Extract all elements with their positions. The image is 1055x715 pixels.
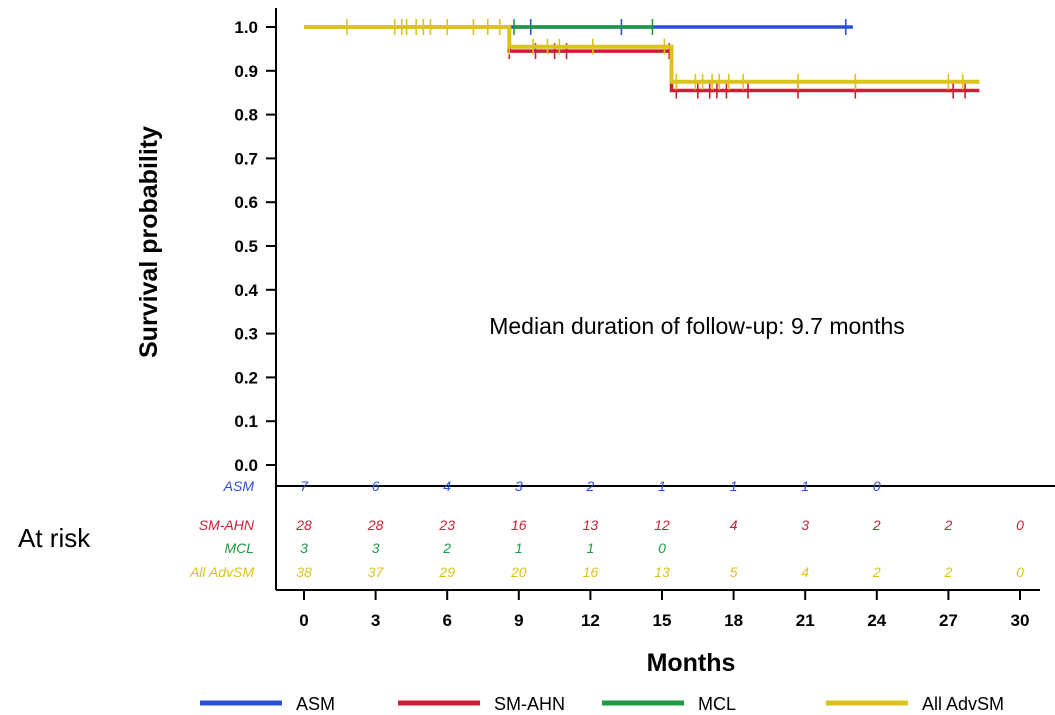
at-risk-value: 0 [658, 540, 666, 556]
at-risk-value: 5 [730, 564, 738, 580]
x-tick-label: 3 [371, 611, 380, 630]
legend-label: ASM [296, 694, 335, 714]
at-risk-value: 16 [583, 564, 599, 580]
y-tick-label: 0.1 [234, 412, 258, 431]
at-risk-value: 3 [515, 478, 523, 494]
at-risk-value: 7 [300, 478, 309, 494]
at-risk-row-label: All AdvSM [189, 564, 254, 580]
curve-all-advsm [304, 25, 980, 84]
at-risk-value: 37 [368, 564, 385, 580]
at-risk-value: 4 [801, 564, 809, 580]
at-risk-value: 23 [438, 517, 455, 533]
at-risk-value: 0 [1016, 564, 1024, 580]
at-risk-value: 29 [438, 564, 455, 580]
at-risk-value: 12 [654, 517, 670, 533]
legend-label: SM-AHN [494, 694, 565, 714]
at-risk-value: 13 [583, 517, 599, 533]
at-risk-value: 1 [730, 478, 738, 494]
at-risk-value: 0 [1016, 517, 1024, 533]
at-risk-value: 1 [658, 478, 666, 494]
at-risk-row-label: ASM [223, 478, 255, 494]
at-risk-value: 2 [944, 517, 953, 533]
at-risk-value: 2 [442, 540, 451, 556]
x-tick-label: 15 [653, 611, 672, 630]
x-tick-label: 21 [796, 611, 815, 630]
legend: ASM SM-AHN MCL All AdvSM [200, 694, 1004, 714]
at-risk-value: 4 [443, 478, 451, 494]
x-tick-label: 27 [939, 611, 958, 630]
at-risk-value: 13 [654, 564, 670, 580]
x-axis-ticks: 0 3 6 9 12 15 18 21 24 27 30 [299, 590, 1029, 630]
at-risk-value: 28 [295, 517, 312, 533]
at-risk-value: 2 [872, 517, 881, 533]
y-tick-label: 0.0 [234, 456, 258, 475]
at-risk-value: 38 [296, 564, 312, 580]
y-tick-label: 0.4 [234, 281, 258, 300]
at-risk-value: 6 [372, 478, 380, 494]
x-tick-label: 6 [442, 611, 451, 630]
at-risk-value: 16 [511, 517, 527, 533]
at-risk-value: 2 [586, 478, 595, 494]
x-tick-label: 24 [867, 611, 886, 630]
axes [275, 8, 1055, 591]
y-tick-label: 0.2 [234, 368, 258, 387]
at-risk-value: 3 [801, 517, 809, 533]
y-axis-ticks: 0.0 0.1 0.2 0.3 0.4 0.5 0.6 0.7 0.8 0.9 1.0 [234, 18, 276, 475]
at-risk-value: 20 [510, 564, 527, 580]
at-risk-value: 3 [300, 540, 308, 556]
at-risk-value: 4 [730, 517, 738, 533]
at-risk-row-label: MCL [224, 540, 254, 556]
y-tick-label: 0.8 [234, 106, 258, 125]
x-axis-title: Months [647, 649, 736, 677]
x-tick-label: 9 [514, 611, 523, 630]
y-tick-label: 0.5 [234, 237, 258, 256]
y-tick-label: 0.7 [234, 149, 258, 168]
at-risk-value: 0 [873, 478, 881, 494]
at-risk-value: 1 [587, 540, 595, 556]
y-axis-title: Survival probability [135, 126, 163, 358]
at-risk-row-label: SM-AHN [199, 517, 255, 533]
at-risk-value: 2 [944, 564, 953, 580]
at-risk-value: 28 [367, 517, 384, 533]
at-risk-value: 1 [515, 540, 523, 556]
x-tick-label: 30 [1011, 611, 1030, 630]
x-tick-label: 0 [299, 611, 308, 630]
y-tick-label: 0.9 [234, 62, 258, 81]
x-tick-label: 18 [724, 611, 743, 630]
at-risk-value: 3 [372, 540, 380, 556]
y-tick-label: 0.6 [234, 193, 258, 212]
at-risk-value: 2 [872, 564, 881, 580]
at-risk-label: At risk [18, 523, 91, 553]
y-tick-label: 0.3 [234, 325, 258, 344]
survival-curves [304, 19, 980, 99]
x-tick-label: 12 [581, 611, 600, 630]
legend-label: MCL [698, 694, 736, 714]
follow-up-annotation: Median duration of follow-up: 9.7 months [489, 313, 905, 339]
y-tick-label: 1.0 [234, 18, 258, 37]
legend-label: All AdvSM [922, 694, 1004, 714]
at-risk-value: 1 [801, 478, 809, 494]
